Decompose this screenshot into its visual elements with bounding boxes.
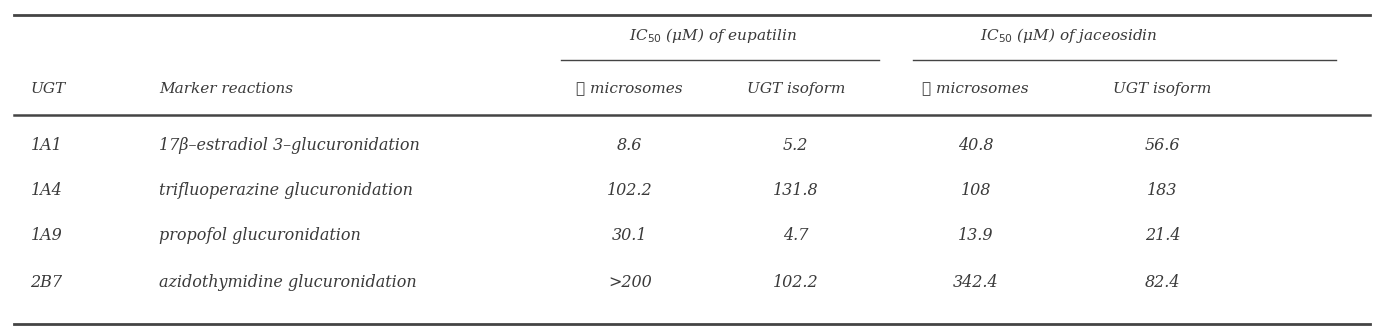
Text: propofol glucuronidation: propofol glucuronidation [159, 227, 361, 244]
Text: 21.4: 21.4 [1145, 227, 1181, 244]
Text: 1A4: 1A4 [30, 182, 62, 199]
Text: 간 microsomes: 간 microsomes [922, 81, 1030, 96]
Text: 간 microsomes: 간 microsomes [576, 81, 684, 96]
Text: 56.6: 56.6 [1145, 137, 1181, 154]
Text: IC$_{50}$ (μM) of eupatilin: IC$_{50}$ (μM) of eupatilin [628, 26, 797, 44]
Text: 82.4: 82.4 [1145, 274, 1181, 291]
Text: 102.2: 102.2 [608, 182, 652, 199]
Text: 8.6: 8.6 [617, 137, 642, 154]
Text: UGT isoform: UGT isoform [746, 81, 846, 96]
Text: 4.7: 4.7 [783, 227, 808, 244]
Text: 131.8: 131.8 [774, 182, 818, 199]
Text: azidothymidine glucuronidation: azidothymidine glucuronidation [159, 274, 417, 291]
Text: 30.1: 30.1 [612, 227, 648, 244]
Text: 1A1: 1A1 [30, 137, 62, 154]
Text: 40.8: 40.8 [958, 137, 994, 154]
Text: 108: 108 [960, 182, 991, 199]
Text: 183: 183 [1147, 182, 1178, 199]
Text: >200: >200 [608, 274, 652, 291]
Text: trifluoperazine glucuronidation: trifluoperazine glucuronidation [159, 182, 412, 199]
Text: 17β–estradiol 3–glucuronidation: 17β–estradiol 3–glucuronidation [159, 137, 419, 154]
Text: 102.2: 102.2 [774, 274, 818, 291]
Text: 5.2: 5.2 [783, 137, 808, 154]
Text: Marker reactions: Marker reactions [159, 81, 293, 96]
Text: 1A9: 1A9 [30, 227, 62, 244]
Text: 342.4: 342.4 [954, 274, 998, 291]
Text: UGT isoform: UGT isoform [1113, 81, 1212, 96]
Text: UGT: UGT [30, 81, 65, 96]
Text: IC$_{50}$ (μM) of jaceosidin: IC$_{50}$ (μM) of jaceosidin [980, 26, 1157, 44]
Text: 13.9: 13.9 [958, 227, 994, 244]
Text: 2B7: 2B7 [30, 274, 62, 291]
